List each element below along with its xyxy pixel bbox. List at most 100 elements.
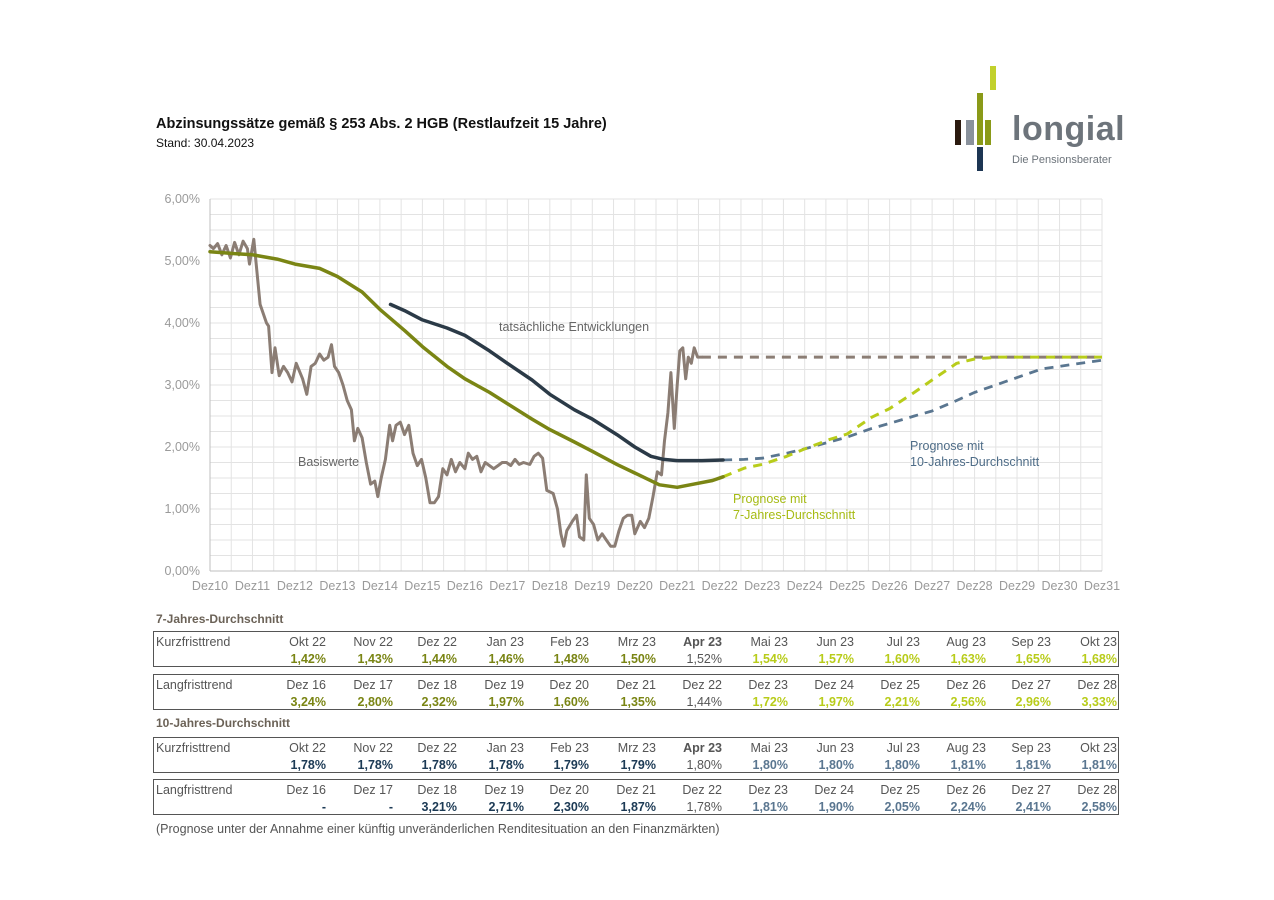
- logo-wordmark: longial: [1012, 110, 1126, 148]
- value-cell: 1,78%: [290, 758, 326, 772]
- value-cell: 1,72%: [752, 695, 788, 709]
- period-cell: Dez 28: [1077, 678, 1117, 692]
- period-cell: Dez 21: [616, 783, 656, 797]
- y-tick-label: 6,00%: [165, 192, 200, 206]
- value-cell: 1,60%: [553, 695, 589, 709]
- annotation-forecast-7-line1: Prognose mit: [733, 492, 807, 506]
- value-cell: 2,41%: [1015, 800, 1051, 814]
- period-cell: Dez 27: [1011, 783, 1051, 797]
- value-cell: 2,80%: [357, 695, 393, 709]
- period-cell: Mrz 23: [617, 741, 656, 755]
- value-cell: 2,24%: [950, 800, 986, 814]
- x-tick-label: Dez16: [447, 579, 483, 593]
- period-cell: Aug 23: [946, 741, 986, 755]
- period-cell: Okt 22: [289, 741, 326, 755]
- value-cell: 1,90%: [818, 800, 854, 814]
- value-cell: 2,56%: [950, 695, 986, 709]
- x-tick-label: Dez15: [404, 579, 440, 593]
- period-cell: Mai 23: [750, 635, 788, 649]
- logo-bar-dark: [955, 120, 961, 145]
- x-tick-label: Dez29: [999, 579, 1035, 593]
- value-cell: 1,78%: [686, 800, 722, 814]
- logo-tagline: Die Pensionsberater: [1012, 154, 1112, 166]
- company-logo: longial Die Pensionsberater: [950, 64, 1140, 174]
- value-cell: 1,80%: [752, 758, 788, 772]
- value-cell: 1,81%: [1081, 758, 1117, 772]
- x-tick-label: Dez23: [744, 579, 780, 593]
- row-label: Langfristtrend: [156, 783, 233, 797]
- x-tick-label: Dez20: [617, 579, 653, 593]
- value-cell: 2,96%: [1015, 695, 1051, 709]
- value-cell: 1,50%: [620, 652, 656, 666]
- y-tick-label: 5,00%: [165, 254, 200, 268]
- period-cell: Dez 18: [417, 678, 457, 692]
- row-label: Langfristtrend: [156, 678, 233, 692]
- x-tick-label: Dez26: [872, 579, 908, 593]
- value-cell: 1,97%: [488, 695, 524, 709]
- period-cell: Nov 22: [353, 635, 393, 649]
- period-cell: Jul 23: [886, 635, 920, 649]
- period-cell: Mrz 23: [617, 635, 656, 649]
- value-cell: 1,42%: [290, 652, 326, 666]
- discount-rate-chart: 0,00% 1,00% 2,00% 3,00% 4,00% 5,00% 6,00% Dez10…: [165, 192, 1121, 593]
- annotation-actual: tatsächliche Entwicklungen: [499, 320, 650, 334]
- period-cell: Dez 26: [946, 783, 986, 797]
- value-cell: 2,05%: [884, 800, 920, 814]
- value-cell: 1,48%: [553, 652, 589, 666]
- period-cell: Dez 23: [748, 783, 788, 797]
- value-cell: 1,79%: [553, 758, 589, 772]
- period-cell: Dez 18: [417, 783, 457, 797]
- y-tick-label: 1,00%: [165, 502, 200, 516]
- x-tick-label: Dez11: [235, 579, 270, 593]
- value-cell: 1,57%: [818, 652, 854, 666]
- period-cell: Dez 27: [1011, 678, 1051, 692]
- x-tick-label: Dez12: [277, 579, 313, 593]
- value-cell: 2,30%: [553, 800, 589, 814]
- x-tick-label: Dez30: [1041, 579, 1077, 593]
- table-10y-long: Langfristtrend Dez 16 - Dez 17 - Dez 18 3,21% D…: [153, 779, 1119, 815]
- period-cell: Jul 23: [886, 741, 920, 755]
- period-cell: Apr 23: [683, 741, 722, 755]
- y-tick-label: 2,00%: [165, 440, 200, 454]
- period-cell: Jan 23: [486, 741, 524, 755]
- value-cell: 2,32%: [421, 695, 457, 709]
- value-cell: 1,80%: [686, 758, 722, 772]
- annotation-forecast-10-line2: 10-Jahres-Durchschnitt: [910, 455, 1040, 469]
- series-line-seven_forecast: [722, 355, 1102, 479]
- value-cell: 1,52%: [686, 652, 722, 666]
- period-cell: Okt 22: [289, 635, 326, 649]
- value-cell: 1,60%: [884, 652, 920, 666]
- y-tick-label: 4,00%: [165, 316, 200, 330]
- as-of-date: Stand: 30.04.2023: [156, 136, 255, 150]
- period-cell: Dez 25: [880, 678, 920, 692]
- x-tick-label: Dez13: [319, 579, 355, 593]
- y-tick-label: 3,00%: [165, 378, 200, 392]
- value-cell: 1,35%: [620, 695, 656, 709]
- value-cell: 1,87%: [620, 800, 656, 814]
- period-cell: Okt 23: [1080, 741, 1117, 755]
- period-cell: Dez 19: [484, 678, 524, 692]
- period-cell: Jan 23: [486, 635, 524, 649]
- period-cell: Nov 22: [353, 741, 393, 755]
- value-cell: 2,58%: [1081, 800, 1117, 814]
- value-cell: 2,71%: [488, 800, 524, 814]
- period-cell: Dez 23: [748, 678, 788, 692]
- value-cell: 1,81%: [950, 758, 986, 772]
- value-cell: 1,80%: [884, 758, 920, 772]
- footnote: (Prognose unter der Annahme einer künfti…: [156, 822, 720, 836]
- value-cell: 1,44%: [421, 652, 457, 666]
- section-title-7y: 7-Jahres-Durchschnitt: [156, 612, 284, 626]
- logo-bar-grey: [966, 120, 974, 145]
- value-cell: 2,21%: [884, 695, 920, 709]
- x-tick-label: Dez21: [659, 579, 695, 593]
- annotation-forecast-10: Prognose mit 10-Jahres-Durchschnitt: [910, 438, 1039, 470]
- period-cell: Okt 23: [1080, 635, 1117, 649]
- period-cell: Dez 17: [353, 678, 393, 692]
- value-cell: 1,44%: [686, 695, 722, 709]
- y-tick-label: 0,00%: [165, 564, 200, 578]
- period-cell: Dez 24: [814, 783, 854, 797]
- value-cell: 1,78%: [357, 758, 393, 772]
- page-title: Abzinsungssätze gemäß § 253 Abs. 2 HGB (…: [156, 116, 607, 132]
- value-cell: 1,78%: [421, 758, 457, 772]
- value-cell: 1,63%: [950, 652, 986, 666]
